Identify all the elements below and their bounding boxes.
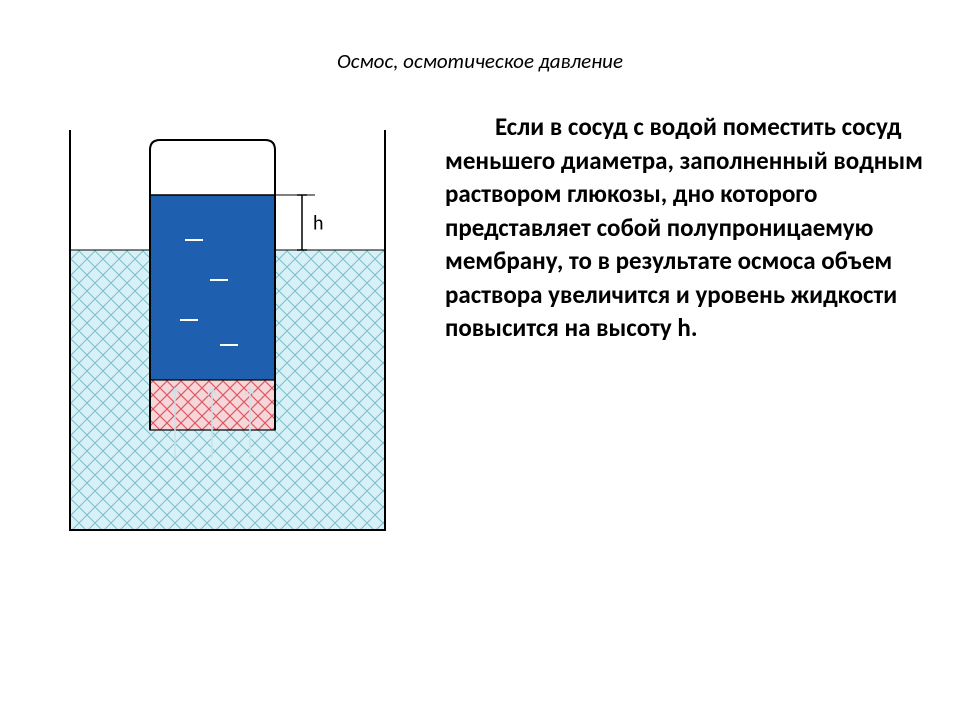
page-title: Осмос, осмотическое давление: [0, 48, 960, 74]
description-paragraph: Если в сосуд с водой поместить сосуд мен…: [445, 110, 925, 345]
svg-text:h: h: [313, 212, 324, 236]
osmosis-diagram: h: [55, 115, 400, 545]
